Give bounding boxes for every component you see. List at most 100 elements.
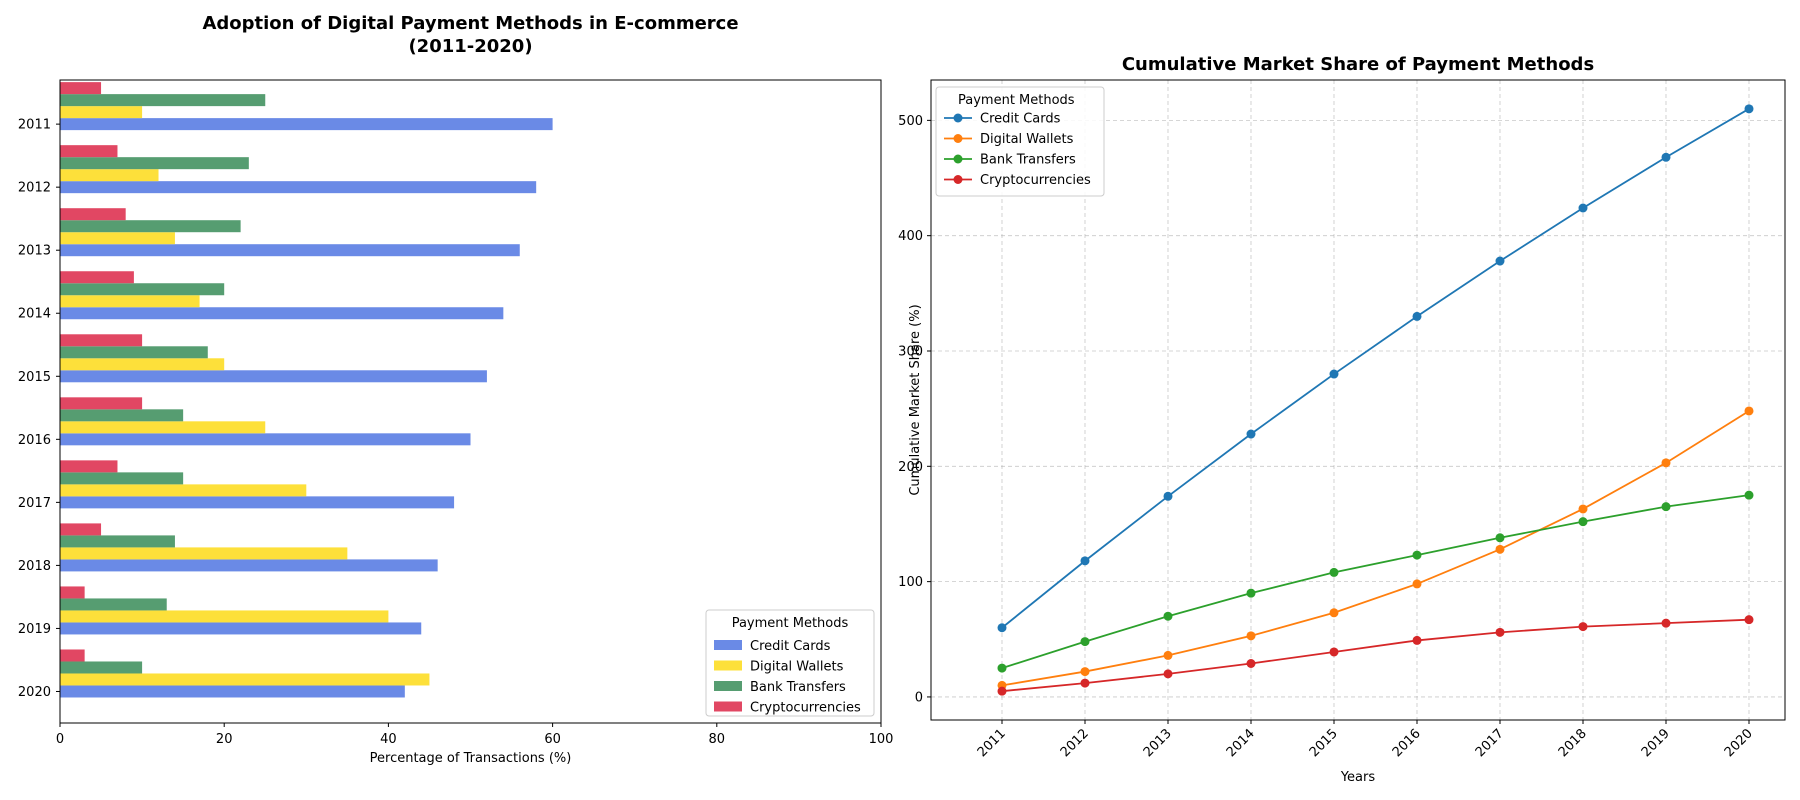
line-digital-wallets <box>1001 410 1750 687</box>
point-bank-transfers-2018 <box>1578 517 1588 527</box>
y-tick-label: 2019 <box>18 622 51 637</box>
point-credit-cards-2019 <box>1661 152 1671 162</box>
bar-bank-transfers-2014 <box>60 283 225 296</box>
point-bank-transfers-2017 <box>1495 533 1505 543</box>
y-tick-label: 2013 <box>18 244 51 259</box>
x-tick-label: 2018 <box>1556 726 1590 760</box>
legend-label: Digital Wallets <box>750 660 844 675</box>
line-chart: Cumulative Market Share of Payment Metho… <box>898 54 1786 785</box>
point-credit-cards-2016 <box>1412 311 1422 321</box>
x-tick-label: 20 <box>216 732 233 747</box>
y-tick-label: 2011 <box>18 118 51 133</box>
x-tick-label: 40 <box>380 732 397 747</box>
legend-frame <box>705 609 875 717</box>
bar-bank-transfers-2018 <box>60 535 175 548</box>
point-digital-wallets-2019 <box>1661 458 1671 468</box>
bar-cryptocurrencies-2013 <box>60 208 126 221</box>
point-cryptocurrencies-2015 <box>1329 647 1339 657</box>
line-legend: Payment Methods Credit Cards Digital Walle… <box>935 86 1105 197</box>
point-credit-cards-2014 <box>1246 429 1256 439</box>
bar-cryptocurrencies-2019 <box>60 586 85 599</box>
x-tick-label: 2012 <box>1058 726 1092 760</box>
legend-label: Bank Transfers <box>750 680 846 695</box>
point-digital-wallets-2015 <box>1329 608 1339 618</box>
point-digital-wallets-2017 <box>1495 544 1505 554</box>
point-cryptocurrencies-2017 <box>1495 627 1505 637</box>
x-axis-label: Percentage of Transactions (%) <box>370 751 572 766</box>
point-bank-transfers-2013 <box>1163 611 1173 621</box>
x-tick-label: 2019 <box>1639 726 1673 760</box>
x-tick-label: 80 <box>709 732 726 747</box>
legend-label: Credit Cards <box>980 112 1061 127</box>
bar-credit-cards-2015 <box>60 370 487 383</box>
x-axis-label: Years <box>1340 770 1376 785</box>
bar-digital-wallets-2017 <box>60 484 307 497</box>
bar-credit-cards-2011 <box>60 118 553 131</box>
x-tick-label: 2014 <box>1224 726 1258 760</box>
legend-label: Cryptocurrencies <box>750 701 861 716</box>
bar-bank-transfers-2012 <box>60 157 249 170</box>
point-bank-transfers-2011 <box>997 663 1007 673</box>
point-cryptocurrencies-2018 <box>1578 622 1588 632</box>
point-digital-wallets-2012 <box>1080 667 1090 677</box>
bar-bank-transfers-2016 <box>60 409 184 422</box>
bar-bank-transfers-2020 <box>60 661 143 674</box>
legend-marker <box>953 154 963 164</box>
y-tick-label: 2014 <box>18 307 51 322</box>
bar-bank-transfers-2015 <box>60 346 208 359</box>
y-tick-label: 2017 <box>18 496 51 511</box>
bar-digital-wallets-2016 <box>60 421 266 434</box>
y-tick-label: 400 <box>898 229 923 244</box>
bar-digital-wallets-2015 <box>60 358 225 371</box>
y-tick-label: 2012 <box>18 181 51 196</box>
point-cryptocurrencies-2014 <box>1246 658 1256 668</box>
bar-digital-wallets-2014 <box>60 295 200 308</box>
point-credit-cards-2018 <box>1578 203 1588 213</box>
bar-chart-title-line: (2011-2020) <box>408 36 532 57</box>
point-credit-cards-2013 <box>1163 491 1173 501</box>
point-credit-cards-2017 <box>1495 256 1505 266</box>
bar-credit-cards-2013 <box>60 244 520 257</box>
line-bank-transfers <box>1001 494 1750 669</box>
bar-credit-cards-2017 <box>60 496 455 509</box>
bar-credit-cards-2016 <box>60 433 471 446</box>
bar-cryptocurrencies-2015 <box>60 334 143 347</box>
legend-swatch <box>714 660 742 671</box>
legend-label: Digital Wallets <box>980 132 1074 147</box>
bar-plot-frame <box>59 79 882 724</box>
point-cryptocurrencies-2020 <box>1744 615 1754 625</box>
point-cryptocurrencies-2019 <box>1661 618 1671 628</box>
point-credit-cards-2012 <box>1080 556 1090 566</box>
bar-cryptocurrencies-2017 <box>60 460 118 473</box>
bar-bank-transfers-2017 <box>60 472 184 485</box>
bar-cryptocurrencies-2018 <box>60 523 102 536</box>
bar-chart-title-line: Adoption of Digital Payment Methods in E… <box>202 13 738 34</box>
line-cryptocurrencies <box>1001 618 1750 693</box>
y-tick-label: 2016 <box>18 433 51 448</box>
bar-credit-cards-2020 <box>60 685 405 698</box>
bar-credit-cards-2018 <box>60 559 438 572</box>
bar-credit-cards-2019 <box>60 622 422 635</box>
y-tick-label: 2018 <box>18 559 51 574</box>
point-cryptocurrencies-2013 <box>1163 669 1173 679</box>
bar-cryptocurrencies-2020 <box>60 649 85 662</box>
point-digital-wallets-2020 <box>1744 406 1754 416</box>
bar-digital-wallets-2011 <box>60 106 143 119</box>
y-tick-label: 2015 <box>18 370 51 385</box>
bar-cryptocurrencies-2014 <box>60 271 134 284</box>
point-bank-transfers-2015 <box>1329 567 1339 577</box>
bar-digital-wallets-2020 <box>60 673 430 686</box>
legend-swatch <box>714 640 742 650</box>
line-credit-cards <box>1001 108 1750 629</box>
point-credit-cards-2015 <box>1329 369 1339 379</box>
x-tick-label: 2017 <box>1473 726 1507 760</box>
y-axis-label: Cumulative Market Share (%) <box>908 304 923 495</box>
x-tick-label: 2015 <box>1307 726 1341 760</box>
legend-label: Cryptocurrencies <box>980 173 1091 188</box>
y-tick-label: 500 <box>898 114 923 129</box>
y-tick-label: 100 <box>898 575 923 590</box>
point-cryptocurrencies-2011 <box>997 686 1007 696</box>
line-plot-frame <box>930 79 1786 721</box>
point-bank-transfers-2016 <box>1412 550 1422 560</box>
